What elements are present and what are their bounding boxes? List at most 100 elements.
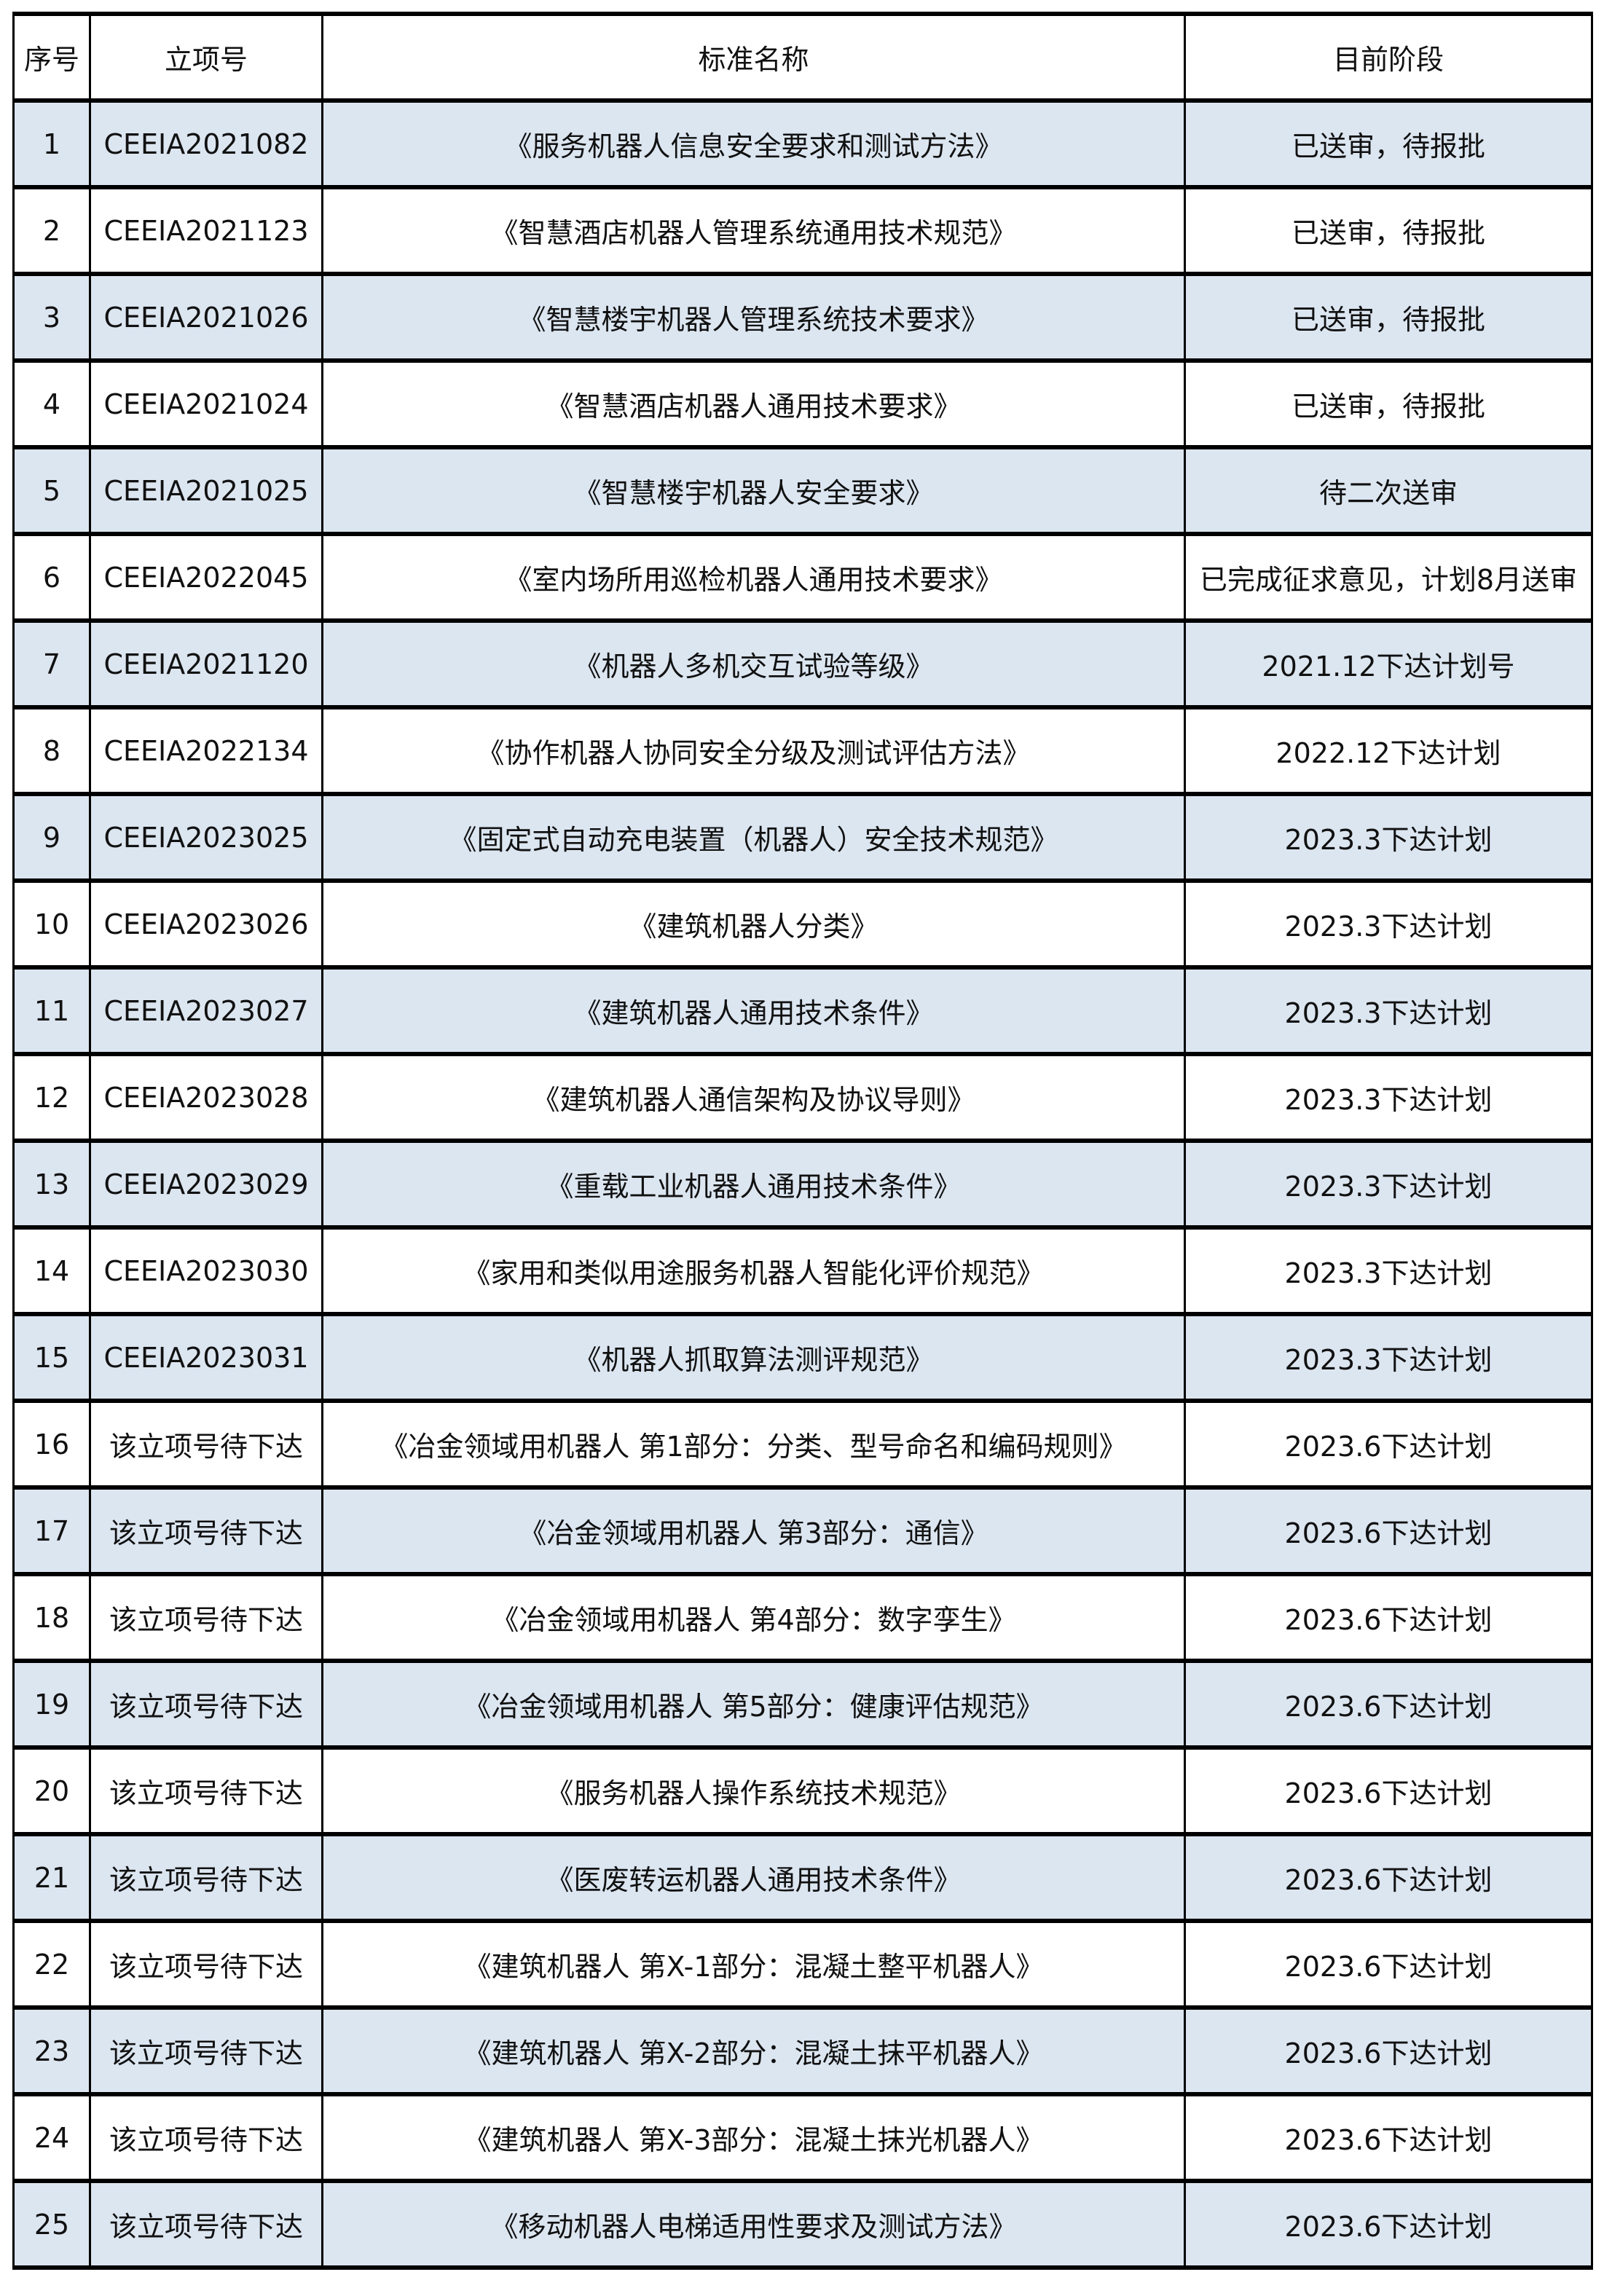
cell-index: 5	[12, 445, 91, 536]
cell-project-number: 该立项号待下达	[89, 1572, 323, 1663]
cell-standard-name: 《建筑机器人通信架构及协议导则》	[321, 1052, 1186, 1143]
cell-project-number: 该立项号待下达	[89, 2092, 323, 2183]
cell-project-number: 该立项号待下达	[89, 2005, 323, 2096]
cell-project-number: CEEIA2023031	[89, 1312, 323, 1403]
cell-standard-name: 《冶金领域用机器人 第4部分：数字孪生》	[321, 1572, 1186, 1663]
table-row: 12 CEEIA2023028 《建筑机器人通信架构及协议导则》 2023.3下达计划	[12, 1052, 1593, 1143]
cell-standard-name: 《建筑机器人分类》	[321, 878, 1186, 970]
cell-index: 24	[12, 2092, 91, 2183]
table-row: 23 该立项号待下达 《建筑机器人 第X-2部分：混凝土抹平机器人》 2023.6下达…	[12, 2005, 1593, 2096]
cell-standard-name: 《冶金领域用机器人 第1部分：分类、型号命名和编码规则》	[321, 1399, 1186, 1490]
cell-current-stage: 待二次送审	[1184, 445, 1593, 536]
cell-index: 20	[12, 1745, 91, 1836]
cell-standard-name: 《机器人抓取算法测评规范》	[321, 1312, 1186, 1403]
table-row: 13 CEEIA2023029 《重载工业机器人通用技术条件》 2023.3下达计划	[12, 1139, 1593, 1230]
cell-project-number: CEEIA2023025	[89, 792, 323, 883]
cell-standard-name: 《冶金领域用机器人 第3部分：通信》	[321, 1485, 1186, 1576]
table-row: 24 该立项号待下达 《建筑机器人 第X-3部分：混凝土抹光机器人》 2023.6下达…	[12, 2092, 1593, 2183]
table-row: 10 CEEIA2023026 《建筑机器人分类》 2023.3下达计划	[12, 878, 1593, 970]
table-row: 16 该立项号待下达 《冶金领域用机器人 第1部分：分类、型号命名和编码规则》 202…	[12, 1399, 1593, 1490]
header-project-number: 立项号	[89, 12, 323, 103]
cell-index: 25	[12, 2179, 91, 2270]
cell-index: 21	[12, 1832, 91, 1923]
cell-current-stage: 2023.6下达计划	[1184, 2179, 1593, 2270]
cell-project-number: 该立项号待下达	[89, 1659, 323, 1750]
cell-standard-name: 《服务机器人操作系统技术规范》	[321, 1745, 1186, 1836]
cell-standard-name: 《智慧酒店机器人通用技术要求》	[321, 358, 1186, 449]
standards-table: 序号 立项号 标准名称 目前阶段 1 CEEIA2021082 《服务机器人信息安全…	[12, 12, 1593, 2270]
cell-current-stage: 2021.12下达计划号	[1184, 618, 1593, 709]
cell-project-number: 该立项号待下达	[89, 1832, 323, 1923]
cell-project-number: CEEIA2021082	[89, 98, 323, 189]
cell-project-number: CEEIA2021024	[89, 358, 323, 449]
cell-index: 13	[12, 1139, 91, 1230]
cell-standard-name: 《医废转运机器人通用技术条件》	[321, 1832, 1186, 1923]
cell-standard-name: 《家用和类似用途服务机器人智能化评价规范》	[321, 1225, 1186, 1316]
cell-standard-name: 《移动机器人电梯适用性要求及测试方法》	[321, 2179, 1186, 2270]
cell-index: 2	[12, 185, 91, 276]
cell-current-stage: 2023.6下达计划	[1184, 2092, 1593, 2183]
cell-project-number: CEEIA2023030	[89, 1225, 323, 1316]
cell-project-number: CEEIA2023026	[89, 878, 323, 970]
table-row: 3 CEEIA2021026 《智慧楼宇机器人管理系统技术要求》 已送审，待报批	[12, 272, 1593, 363]
header-index: 序号	[12, 12, 91, 103]
cell-project-number: CEEIA2023029	[89, 1139, 323, 1230]
cell-index: 10	[12, 878, 91, 970]
cell-standard-name: 《建筑机器人 第X-1部分：混凝土整平机器人》	[321, 1919, 1186, 2010]
cell-index: 18	[12, 1572, 91, 1663]
cell-standard-name: 《冶金领域用机器人 第5部分：健康评估规范》	[321, 1659, 1186, 1750]
cell-standard-name: 《智慧酒店机器人管理系统通用技术规范》	[321, 185, 1186, 276]
cell-current-stage: 已送审，待报批	[1184, 358, 1593, 449]
cell-current-stage: 2023.6下达计划	[1184, 1745, 1593, 1836]
cell-index: 11	[12, 965, 91, 1056]
cell-current-stage: 已送审，待报批	[1184, 98, 1593, 189]
table-row: 14 CEEIA2023030 《家用和类似用途服务机器人智能化评价规范》 2023.…	[12, 1225, 1593, 1316]
table-row: 6 CEEIA2022045 《室内场所用巡检机器人通用技术要求》 已完成征求意见，计…	[12, 532, 1593, 623]
cell-project-number: CEEIA2021026	[89, 272, 323, 363]
cell-current-stage: 2023.6下达计划	[1184, 1659, 1593, 1750]
table-row: 21 该立项号待下达 《医废转运机器人通用技术条件》 2023.6下达计划	[12, 1832, 1593, 1923]
cell-current-stage: 2023.3下达计划	[1184, 792, 1593, 883]
cell-index: 22	[12, 1919, 91, 2010]
cell-index: 9	[12, 792, 91, 883]
header-standard-name: 标准名称	[321, 12, 1186, 103]
table-row: 4 CEEIA2021024 《智慧酒店机器人通用技术要求》 已送审，待报批	[12, 358, 1593, 449]
cell-index: 17	[12, 1485, 91, 1576]
cell-index: 1	[12, 98, 91, 189]
cell-current-stage: 2023.6下达计划	[1184, 1485, 1593, 1576]
header-row: 序号 立项号 标准名称 目前阶段	[12, 12, 1593, 103]
cell-standard-name: 《智慧楼宇机器人管理系统技术要求》	[321, 272, 1186, 363]
cell-project-number: CEEIA2023027	[89, 965, 323, 1056]
cell-current-stage: 2023.6下达计划	[1184, 2005, 1593, 2096]
cell-standard-name: 《协作机器人协同安全分级及测试评估方法》	[321, 705, 1186, 796]
header-current-stage: 目前阶段	[1184, 12, 1593, 103]
cell-project-number: CEEIA2023028	[89, 1052, 323, 1143]
table-row: 9 CEEIA2023025 《固定式自动充电装置（机器人）安全技术规范》 2023.…	[12, 792, 1593, 883]
table-row: 1 CEEIA2021082 《服务机器人信息安全要求和测试方法》 已送审，待报批	[12, 98, 1593, 189]
cell-standard-name: 《服务机器人信息安全要求和测试方法》	[321, 98, 1186, 189]
table-row: 19 该立项号待下达 《冶金领域用机器人 第5部分：健康评估规范》 2023.6下达计…	[12, 1659, 1593, 1750]
cell-current-stage: 已送审，待报批	[1184, 185, 1593, 276]
table-row: 8 CEEIA2022134 《协作机器人协同安全分级及测试评估方法》 2022.12…	[12, 705, 1593, 796]
cell-current-stage: 已完成征求意见，计划8月送审	[1184, 532, 1593, 623]
cell-index: 12	[12, 1052, 91, 1143]
cell-current-stage: 2023.3下达计划	[1184, 1052, 1593, 1143]
cell-project-number: CEEIA2021025	[89, 445, 323, 536]
cell-standard-name: 《建筑机器人 第X-2部分：混凝土抹平机器人》	[321, 2005, 1186, 2096]
cell-project-number: 该立项号待下达	[89, 1399, 323, 1490]
table-row: 17 该立项号待下达 《冶金领域用机器人 第3部分：通信》 2023.6下达计划	[12, 1485, 1593, 1576]
table-row: 18 该立项号待下达 《冶金领域用机器人 第4部分：数字孪生》 2023.6下达计划	[12, 1572, 1593, 1663]
table-row: 11 CEEIA2023027 《建筑机器人通用技术条件》 2023.3下达计划	[12, 965, 1593, 1056]
cell-project-number: 该立项号待下达	[89, 1485, 323, 1576]
cell-standard-name: 《固定式自动充电装置（机器人）安全技术规范》	[321, 792, 1186, 883]
cell-current-stage: 已送审，待报批	[1184, 272, 1593, 363]
cell-project-number: CEEIA2021120	[89, 618, 323, 709]
cell-project-number: CEEIA2022134	[89, 705, 323, 796]
cell-current-stage: 2023.6下达计划	[1184, 1919, 1593, 2010]
cell-current-stage: 2023.6下达计划	[1184, 1399, 1593, 1490]
cell-index: 16	[12, 1399, 91, 1490]
table-row: 7 CEEIA2021120 《机器人多机交互试验等级》 2021.12下达计划号	[12, 618, 1593, 709]
cell-index: 8	[12, 705, 91, 796]
cell-project-number: 该立项号待下达	[89, 1745, 323, 1836]
cell-current-stage: 2023.3下达计划	[1184, 965, 1593, 1056]
